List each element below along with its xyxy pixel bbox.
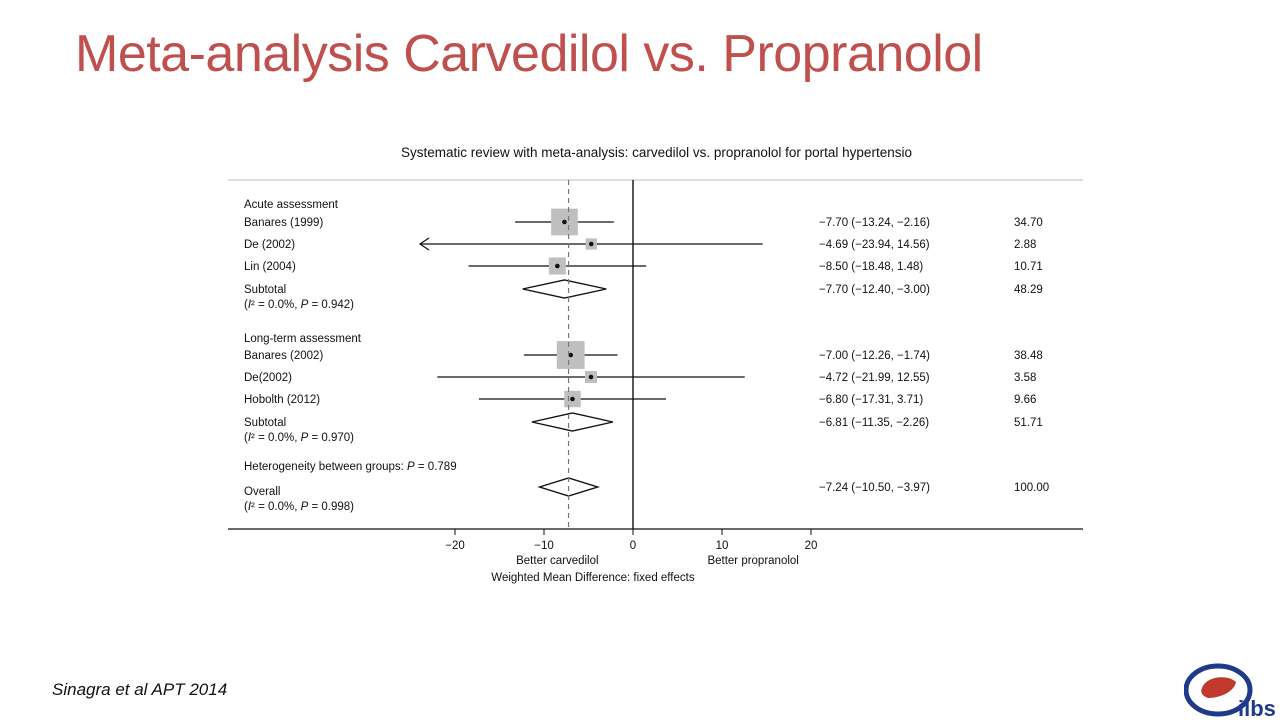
study-label: Lin (2004) [244,261,296,273]
point-estimate [562,219,567,225]
chart-title: Systematic review with meta-analysis: ca… [401,145,912,160]
study-label: Banares (2002) [244,350,323,362]
point-estimate [555,263,560,269]
x-tick-label: −20 [445,540,465,552]
favours-left-label: Better carvedilol [516,555,598,567]
subgroup-header: Long-term assessment [244,333,362,345]
x-tick-label: 0 [630,540,636,552]
subtotal-diamond [531,412,614,432]
weight-text: 9.66 [1014,394,1036,406]
study-label: De(2002) [244,372,292,384]
ci-text: −7.00 (−12.26, −1.74) [819,350,930,362]
ci-text: −7.70 (−13.24, −2.16) [819,217,930,229]
weight-text: 51.71 [1014,417,1043,429]
subgroup-header: Acute assessment [244,199,339,211]
study-label: Banares (1999) [244,217,323,229]
x-tick-label: 10 [716,540,729,552]
overall-label: Overall [244,486,280,498]
heterogeneity-between-groups: Heterogeneity between groups: P = 0.789 [244,461,457,473]
weight-text: 38.48 [1014,350,1043,362]
ci-text: −7.70 (−12.40, −3.00) [819,284,930,296]
weight-text: 3.58 [1014,372,1036,384]
point-estimate [568,352,573,358]
ci-text: −7.24 (−10.50, −3.97) [819,482,930,494]
ci-text: −8.50 (−18.48, 1.48) [819,261,923,273]
ci-text: −6.81 (−11.35, −2.26) [819,417,929,429]
weight-text: 34.70 [1014,217,1043,229]
weight-text: 48.29 [1014,284,1043,296]
weight-text: 10.71 [1014,261,1043,273]
heterogeneity-stat: (I² = 0.0%, P = 0.970) [244,432,354,444]
ci-text: −4.69 (−23.94, 14.56) [819,239,930,251]
heterogeneity-stat: (I² = 0.0%, P = 0.942) [244,299,354,311]
ci-arrow [418,237,430,251]
logo-ring-icon [1183,663,1253,717]
x-tick-label: −10 [534,540,554,552]
x-tick-label: 20 [805,540,818,552]
point-estimate [588,241,594,247]
heterogeneity-stat: (I² = 0.0%, P = 0.998) [244,501,354,513]
subtotal-diamond [522,279,607,299]
logo-text: ilbs [1238,696,1276,720]
ci-text: −6.80 (−17.31, 3.71) [819,394,923,406]
point-estimate [570,396,575,402]
subtotal-label: Subtotal [244,417,286,429]
subtotal-label: Subtotal [244,284,286,296]
x-axis-title: Weighted Mean Difference: fixed effects [491,572,695,584]
study-label: De (2002) [244,239,295,251]
citation: Sinagra et al APT 2014 [52,680,228,699]
ci-text: −4.72 (−21.99, 12.55) [819,372,930,384]
favours-right-label: Better propranolol [707,555,798,567]
point-estimate [588,374,594,380]
ilbs-logo: ilbs [1183,658,1280,721]
weight-text: 100.00 [1014,482,1049,494]
logo-liver-icon [1201,677,1236,698]
slide-title: Meta-analysis Carvedilol vs. Propranolol [75,25,983,83]
study-label: Hobolth (2012) [244,394,320,406]
forest-plot: Systematic review with meta-analysis: ca… [228,145,1083,584]
forest-plot-figure: Systematic review with meta-analysis: ca… [219,136,1083,591]
weight-text: 2.88 [1014,239,1036,251]
